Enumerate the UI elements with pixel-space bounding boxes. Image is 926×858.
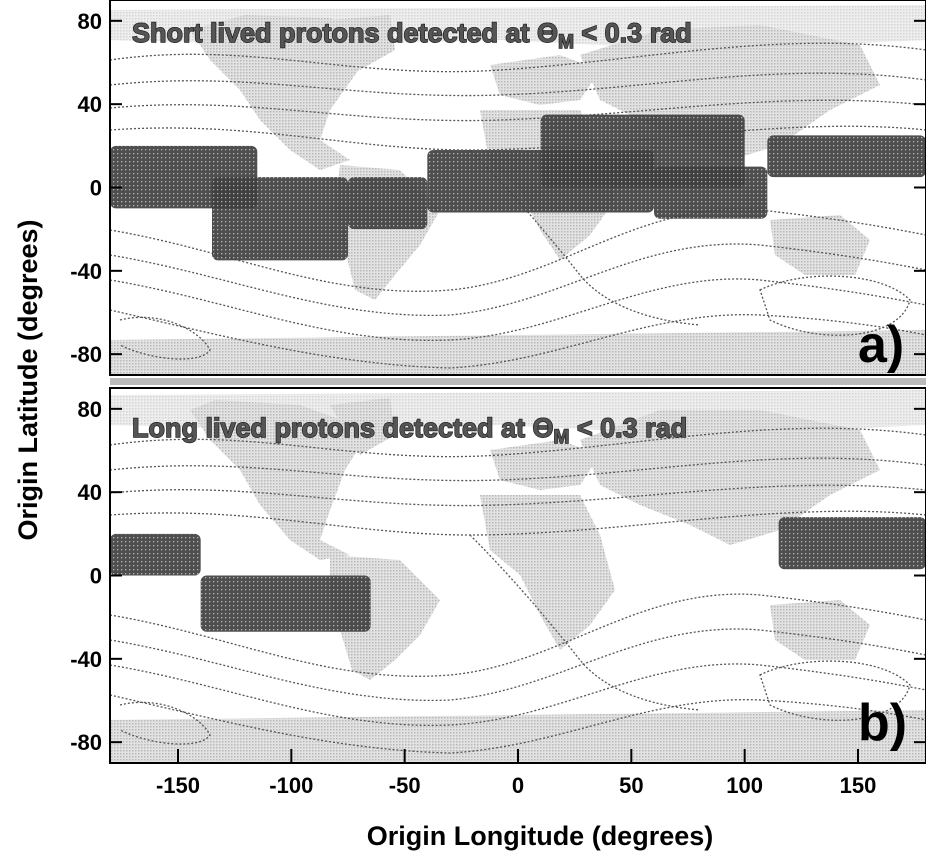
x-tick-label-5: 100: [726, 773, 763, 798]
antarctica-b: [110, 710, 926, 763]
proton-region-b-2: [778, 517, 926, 570]
asia-b: [580, 410, 880, 545]
panel-separator: [110, 378, 926, 385]
x-tick-label-1: -100: [269, 773, 313, 798]
panel-label-a: a): [858, 316, 904, 374]
y-tick-label-b-0: 80: [78, 397, 102, 422]
y-tick-label-a-1: 40: [78, 92, 102, 117]
x-tick-label-3: 0: [512, 773, 524, 798]
panel-title-a: Short lived protons detected at ΘM < 0.3…: [132, 18, 692, 53]
contour-lines-b: [110, 427, 926, 754]
y-tick-label-b-4: -80: [70, 730, 102, 755]
y-tick-label-b-1: 40: [78, 480, 102, 505]
antarctica-a: [110, 330, 926, 375]
north-america-a: [190, 15, 380, 170]
africa-b: [480, 495, 615, 650]
proton-region-a-6: [767, 135, 926, 178]
y-axis-a: 80 40 0 -40 -80: [70, 9, 926, 367]
proton-points-b: [110, 517, 926, 632]
world-map-b: [110, 390, 926, 763]
panel-title-b: Long lived protons detected at ΘM < 0.3 …: [132, 413, 687, 448]
australia-b: [770, 600, 870, 660]
y-tick-label-a-0: 80: [78, 9, 102, 34]
x-axis: -150 -100 -50 0 50 100 150: [156, 749, 876, 798]
arctic-band-b: [110, 390, 926, 435]
proton-region-a-2: [348, 177, 428, 230]
proton-region-a-5: [654, 166, 768, 219]
y-axis-b: 80 40 0 -40 -80: [70, 397, 926, 755]
asia-a: [580, 25, 880, 160]
y-ticks-a: [110, 19, 926, 356]
proton-region-b-0: [110, 533, 201, 576]
y-tick-labels-b: 80 40 0 -40 -80: [70, 397, 102, 755]
proton-points-a: [110, 114, 926, 261]
x-axis-title: Origin Longitude (degrees): [367, 821, 714, 851]
panel-b: Long lived protons detected at ΘM < 0.3 …: [70, 387, 926, 798]
y-tick-labels-a: 80 40 0 -40 -80: [70, 9, 102, 367]
x-tick-labels: -150 -100 -50 0 50 100 150: [156, 773, 876, 798]
contour-lines-a: [110, 42, 926, 369]
proton-region-a-1: [212, 177, 348, 261]
australia-a: [770, 215, 870, 275]
y-tick-label-a-2: 0: [90, 176, 102, 201]
y-tick-label-a-4: -80: [70, 342, 102, 367]
panel-label-b: b): [858, 694, 907, 752]
y-tick-label-a-3: -40: [70, 259, 102, 284]
panel-a: Short lived protons detected at ΘM < 0.3…: [70, 0, 926, 376]
x-tick-label-4: 50: [619, 773, 643, 798]
x-ticks: [177, 749, 859, 763]
proton-region-b-1: [200, 575, 371, 632]
world-map-a: [110, 5, 926, 375]
europe-b: [490, 440, 600, 490]
europe-a: [490, 55, 600, 105]
arctic-band-a: [110, 5, 926, 50]
y-axis-title: Origin Latitude (degrees): [13, 219, 43, 540]
x-tick-label-6: 150: [840, 773, 877, 798]
y-tick-label-b-2: 0: [90, 564, 102, 589]
x-tick-label-0: -150: [156, 773, 200, 798]
x-tick-label-2: -50: [389, 773, 421, 798]
y-ticks-b: [110, 407, 926, 744]
y-tick-label-b-3: -40: [70, 647, 102, 672]
